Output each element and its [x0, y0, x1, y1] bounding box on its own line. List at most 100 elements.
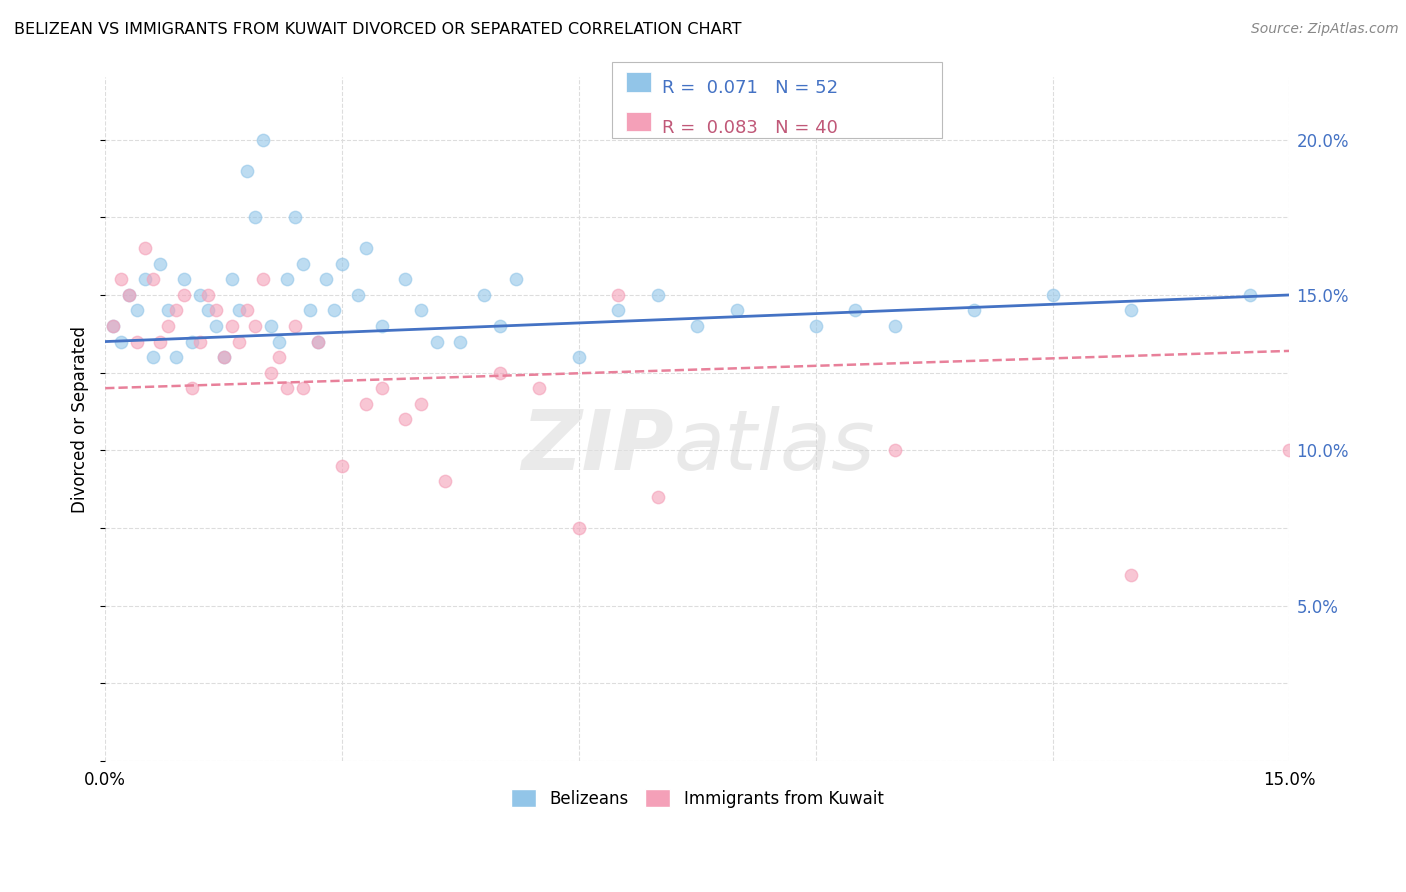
Point: [173, 272, 195, 286]
Point: [1042, 288, 1064, 302]
Point: [101, 319, 124, 334]
Point: [307, 334, 329, 349]
Point: [101, 319, 124, 334]
Point: [394, 412, 416, 426]
Point: [370, 381, 392, 395]
Point: [330, 257, 353, 271]
Point: [245, 319, 267, 334]
Point: [1121, 303, 1143, 318]
Point: [134, 241, 156, 255]
Point: [181, 334, 204, 349]
Point: [212, 350, 235, 364]
Point: [267, 334, 290, 349]
Point: [354, 241, 377, 255]
Point: [110, 272, 132, 286]
Point: [804, 319, 827, 334]
Point: [307, 334, 329, 349]
Point: [149, 334, 172, 349]
Point: [409, 303, 432, 318]
Y-axis label: Divorced or Separated: Divorced or Separated: [72, 326, 89, 513]
Point: [118, 288, 141, 302]
Point: [568, 521, 591, 535]
Point: [204, 319, 226, 334]
Point: [315, 272, 337, 286]
Point: [221, 272, 243, 286]
Point: [276, 272, 298, 286]
Point: [607, 303, 630, 318]
Text: R =  0.071   N = 52: R = 0.071 N = 52: [662, 79, 838, 97]
Point: [647, 490, 669, 504]
Point: [165, 303, 187, 318]
Point: [505, 272, 527, 286]
Point: [1121, 567, 1143, 582]
Point: [725, 303, 748, 318]
Point: [149, 257, 172, 271]
Point: [110, 334, 132, 349]
Point: [188, 288, 211, 302]
Point: [267, 350, 290, 364]
Point: [157, 303, 180, 318]
Point: [1278, 443, 1301, 458]
Point: [844, 303, 866, 318]
Point: [284, 211, 307, 225]
Point: [529, 381, 551, 395]
Point: [197, 303, 219, 318]
Text: R =  0.083   N = 40: R = 0.083 N = 40: [662, 119, 838, 136]
Point: [228, 303, 250, 318]
Point: [188, 334, 211, 349]
Point: [330, 458, 353, 473]
Point: [181, 381, 204, 395]
Point: [276, 381, 298, 395]
Point: [173, 288, 195, 302]
Text: BELIZEAN VS IMMIGRANTS FROM KUWAIT DIVORCED OR SEPARATED CORRELATION CHART: BELIZEAN VS IMMIGRANTS FROM KUWAIT DIVOR…: [14, 22, 741, 37]
Point: [118, 288, 141, 302]
Point: [212, 350, 235, 364]
Point: [142, 350, 165, 364]
Point: [426, 334, 449, 349]
Point: [299, 303, 322, 318]
Point: [204, 303, 226, 318]
Point: [260, 366, 283, 380]
Point: [449, 334, 471, 349]
Point: [409, 397, 432, 411]
Point: [221, 319, 243, 334]
Point: [142, 272, 165, 286]
Point: [236, 163, 259, 178]
Point: [236, 303, 259, 318]
Legend: Belizeans, Immigrants from Kuwait: Belizeans, Immigrants from Kuwait: [505, 783, 890, 814]
Point: [347, 288, 370, 302]
Point: [568, 350, 591, 364]
Point: [284, 319, 307, 334]
Point: [607, 288, 630, 302]
Point: [647, 288, 669, 302]
Point: [245, 211, 267, 225]
Point: [197, 288, 219, 302]
Text: Source: ZipAtlas.com: Source: ZipAtlas.com: [1251, 22, 1399, 37]
Point: [165, 350, 187, 364]
Point: [228, 334, 250, 349]
Point: [323, 303, 346, 318]
Point: [354, 397, 377, 411]
Text: atlas: atlas: [673, 406, 876, 487]
Point: [125, 334, 148, 349]
Point: [433, 475, 456, 489]
Point: [962, 303, 984, 318]
Point: [370, 319, 392, 334]
Point: [489, 319, 512, 334]
Point: [686, 319, 709, 334]
Text: ZIP: ZIP: [522, 406, 673, 487]
Point: [260, 319, 283, 334]
Point: [252, 132, 274, 146]
Point: [883, 443, 905, 458]
Point: [125, 303, 148, 318]
Point: [394, 272, 416, 286]
Point: [883, 319, 905, 334]
Point: [291, 257, 314, 271]
Point: [157, 319, 180, 334]
Point: [134, 272, 156, 286]
Point: [472, 288, 495, 302]
Point: [1239, 288, 1261, 302]
Point: [489, 366, 512, 380]
Point: [291, 381, 314, 395]
Point: [252, 272, 274, 286]
